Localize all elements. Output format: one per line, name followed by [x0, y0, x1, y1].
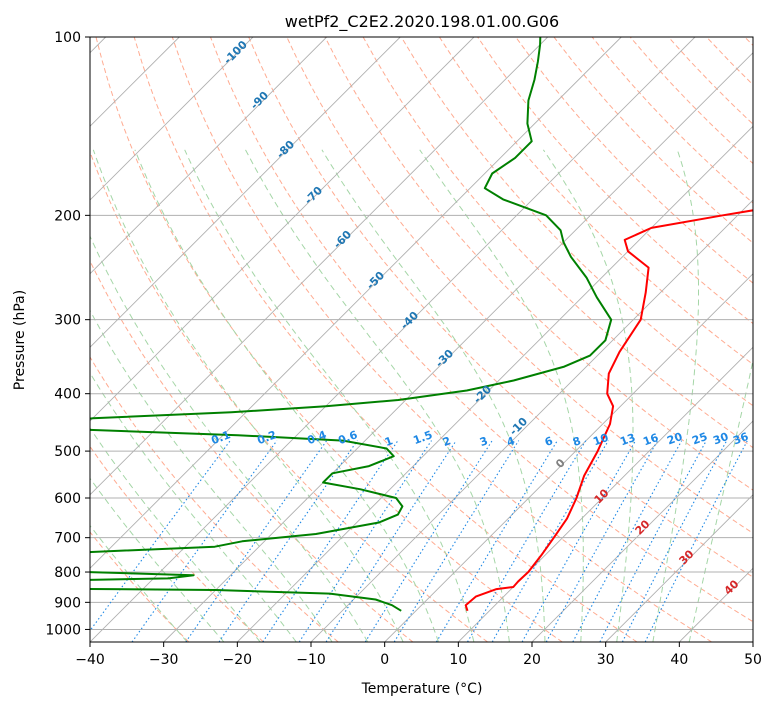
- moist-adiabat: [90, 235, 369, 642]
- isotherm: [384, 273, 753, 642]
- isotherm: [310, 199, 753, 642]
- moist-adiabat: [90, 309, 333, 642]
- isotherm: [531, 420, 753, 642]
- y-tick-label: 200: [54, 208, 81, 224]
- dry-adiabat: [90, 445, 264, 642]
- y-tick-label: 400: [54, 387, 81, 403]
- mixing-ratio-label: 30: [711, 430, 730, 448]
- y-tick-label: 800: [54, 565, 81, 581]
- mixing-ratio-label: 13: [618, 431, 637, 448]
- mixing-ratio-label: 10: [591, 431, 610, 449]
- dry-adiabat: [324, 37, 753, 491]
- isotherm: [90, 37, 549, 496]
- mixing-ratio-label: 25: [690, 430, 709, 447]
- mixing-ratio-line: [521, 440, 637, 642]
- mixing-ratio-label: 3: [478, 434, 490, 449]
- x-tick-label: 50: [744, 652, 762, 668]
- isotherm: [752, 641, 753, 642]
- dry-adiabat: [90, 531, 190, 642]
- plot-frame: [89, 36, 754, 643]
- mixing-ratio-label: 4: [505, 434, 517, 449]
- mixing-ratio-line: [131, 440, 278, 642]
- mixing-ratio-label: 20: [665, 430, 684, 448]
- mixing-ratio-line: [298, 440, 432, 642]
- mixing-ratio-label: 0.4: [305, 428, 328, 447]
- x-tick-label: 0: [380, 652, 389, 668]
- dry-adiabat: [90, 356, 339, 642]
- dry-adiabat: [95, 37, 563, 642]
- dewpoint-line: [90, 37, 613, 612]
- y-tick-label: 500: [54, 444, 81, 460]
- x-axis-label: Temperature (°C): [361, 681, 483, 697]
- dry-adiabat: [210, 37, 753, 623]
- dry-adiabat: [171, 37, 712, 642]
- dry-adiabat: [438, 37, 753, 366]
- isotherm: [90, 37, 475, 422]
- mixing-ratio-line: [545, 440, 659, 642]
- y-tick-label: 100: [54, 30, 81, 46]
- isotherm: [605, 494, 753, 642]
- moist-adiabat: [321, 149, 546, 642]
- dry-adiabat: [133, 37, 638, 642]
- mixing-ratio-line: [491, 440, 609, 642]
- x-tick-label: 30: [597, 652, 615, 668]
- mixing-ratio-label: 36: [731, 430, 750, 448]
- mixing-ratio-label: 8: [571, 434, 583, 449]
- y-axis-label: Pressure (hPa): [12, 290, 28, 390]
- moist-adiabat: [419, 149, 584, 642]
- isotherm: [236, 125, 753, 642]
- y-tick-label: 600: [54, 491, 81, 507]
- x-tick-label: −10: [296, 652, 326, 668]
- isotherm: [90, 37, 401, 348]
- mixing-ratio-line: [325, 440, 457, 642]
- x-tick-label: 10: [449, 652, 467, 668]
- mixing-ratio-label: 2: [441, 434, 453, 449]
- mixing-ratio-label: 1: [383, 434, 395, 449]
- mixing-ratio-label: 6: [543, 434, 555, 449]
- x-tick-label: −30: [149, 652, 179, 668]
- isotherm: [457, 346, 753, 642]
- chart-title: wetPf2_C2E2.2020.198.01.00.G06: [285, 12, 559, 32]
- dry-adiabat: [400, 37, 753, 407]
- y-tick-label: 700: [54, 531, 81, 547]
- mixing-ratio-line: [393, 440, 520, 642]
- mixing-ratio-line: [435, 440, 558, 642]
- dry-adiabat: [515, 37, 753, 284]
- y-tick-label: 1000: [45, 622, 81, 638]
- isotherm: [90, 37, 254, 201]
- temperature-line: [464, 209, 753, 612]
- mixing-ratio-line: [90, 440, 231, 632]
- plot-area: [90, 37, 753, 642]
- mixing-ratio-label: 0.1: [209, 428, 232, 447]
- mixing-ratio-label: 0.2: [255, 428, 278, 447]
- dry-adiabat: [90, 150, 488, 642]
- y-tick-label: 300: [54, 313, 81, 329]
- y-tick-label: 900: [54, 595, 81, 611]
- x-tick-label: 20: [523, 652, 541, 668]
- dry-adiabat: [248, 37, 753, 578]
- isotherm: [90, 37, 696, 642]
- mixing-ratio-line: [644, 440, 748, 642]
- mixing-ratio-label: 1.5: [411, 428, 434, 447]
- mixing-ratio-line: [185, 440, 328, 642]
- isotherm: [163, 52, 753, 642]
- x-tick-label: −40: [75, 652, 105, 668]
- isotherm: [90, 37, 328, 275]
- mixing-ratio-line: [364, 440, 493, 642]
- x-tick-label: 40: [670, 652, 688, 668]
- mixing-ratio-label: 0.6: [336, 428, 359, 447]
- mixing-ratio-line: [262, 440, 399, 642]
- mixing-ratio-line: [572, 440, 683, 642]
- moist-adiabat: [542, 149, 634, 642]
- mixing-ratio-line: [467, 440, 587, 642]
- isotherm: [90, 37, 622, 569]
- mixing-ratio-label: 16: [641, 431, 660, 449]
- x-tick-label: −20: [223, 652, 253, 668]
